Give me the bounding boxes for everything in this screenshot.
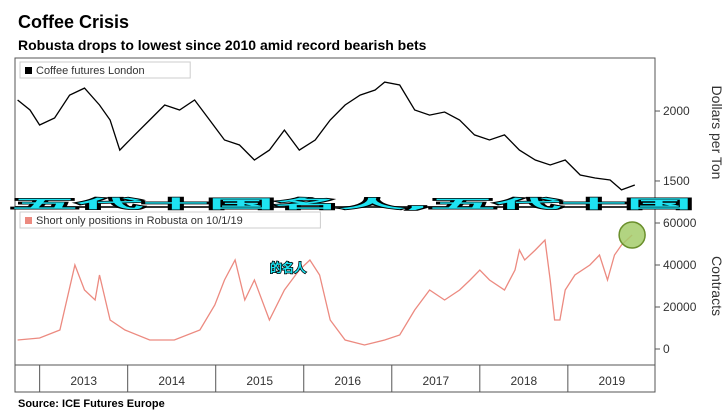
chart-subtitle: Robusta drops to lowest since 2010 amid … [18,37,427,53]
x-tick-label: 2014 [158,374,185,388]
chart-title: Coffee Crisis [18,12,129,32]
legend-label: Coffee futures London [36,65,145,77]
highlight-marker [618,221,646,249]
source: Source: ICE Futures Europe [18,398,165,410]
legend-swatch [25,67,32,74]
legend-box [19,211,321,229]
y-tick-label: 0 [663,342,670,356]
x-tick-label: 2013 [70,374,97,388]
legend-swatch [25,217,32,224]
overlay-text: 的名人 [270,260,307,275]
y-tick-label: 2000 [663,104,690,118]
y-tick-label: 20000 [663,300,697,314]
overlay-text: 五代十国名人,五代十国 [12,196,692,211]
series-line [17,81,636,191]
y-tick-label: 40000 [663,258,697,272]
x-tick-label: 2019 [599,374,626,388]
legend-box [19,61,191,79]
y-axis-label: Dollars per Ton [709,86,725,180]
legend-label: Short only positions in Robusta on 10/1/… [36,215,243,227]
series-line [17,234,633,346]
x-tick-label: 2015 [246,374,273,388]
x-tick-label: 2018 [510,374,537,388]
y-tick-label: 60000 [663,216,697,230]
x-tick-label: 2016 [334,374,361,388]
frame [14,57,656,393]
x-tick-label: 2017 [422,374,449,388]
y-axis-label: Contracts [709,256,725,316]
y-tick-label: 1500 [663,174,690,188]
